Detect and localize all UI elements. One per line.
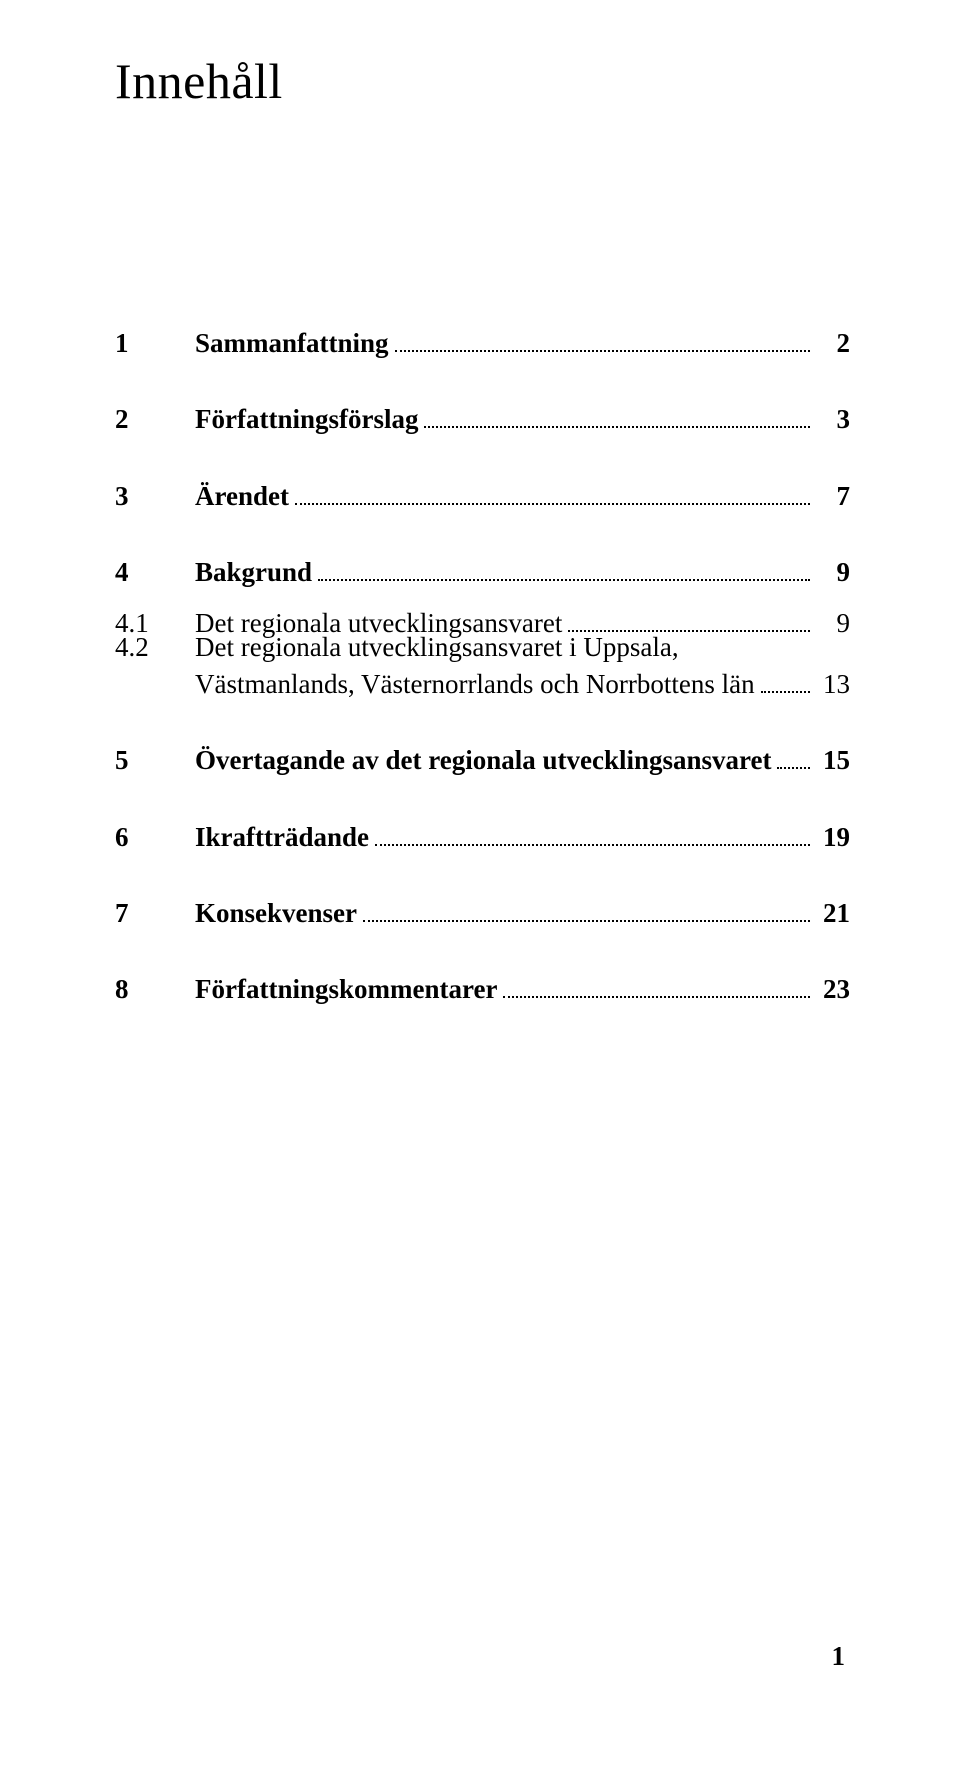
toc-label-wrap: Övertagande av det regionala utvecklings…	[195, 742, 816, 778]
toc-label: Sammanfattning	[195, 325, 389, 361]
toc-label-wrap: Bakgrund	[195, 554, 816, 590]
toc-leader	[777, 745, 810, 769]
toc-leader	[295, 481, 810, 505]
toc-label-line2: Västmanlands, Västernorrlands och Norrbo…	[195, 666, 755, 702]
toc-label-wrap: Ärendet	[195, 478, 816, 514]
toc-page: 2	[816, 325, 850, 361]
toc-leader	[503, 975, 810, 999]
toc-page: 7	[816, 478, 850, 514]
toc-leader	[424, 405, 810, 429]
toc-number: 5	[115, 742, 195, 778]
toc-leader	[375, 822, 810, 846]
toc-label: Bakgrund	[195, 554, 312, 590]
toc-page: 23	[816, 971, 850, 1007]
toc-subentry: 4.2 Det regionala utvecklingsansvaret i …	[115, 629, 850, 702]
toc-label-wrap: Det regionala utvecklingsansvaret i Upps…	[195, 629, 850, 702]
toc-number: 1	[115, 325, 195, 361]
toc-number: 6	[115, 819, 195, 855]
toc-entry: 7 Konsekvenser 21	[115, 895, 850, 931]
toc-page: 3	[816, 401, 850, 437]
toc-number: 4.2	[115, 629, 195, 665]
toc-number: 8	[115, 971, 195, 1007]
toc-label-wrap: Författningsförslag	[195, 401, 816, 437]
toc-number: 3	[115, 478, 195, 514]
toc-page: 9	[816, 554, 850, 590]
toc-label: Ärendet	[195, 478, 289, 514]
toc-label-wrap: Ikraftträdande	[195, 819, 816, 855]
page-number: 1	[832, 1641, 846, 1672]
toc-leader	[395, 328, 810, 352]
toc-leader	[761, 669, 810, 693]
toc-page: 15	[816, 742, 850, 778]
toc-label-wrap: Sammanfattning	[195, 325, 816, 361]
toc-entry: 5 Övertagande av det regionala utvecklin…	[115, 742, 850, 778]
toc-label-line1: Det regionala utvecklingsansvaret i Upps…	[195, 629, 850, 665]
page-title: Innehåll	[115, 52, 850, 110]
page: Innehåll 1 Sammanfattning 2 2 Författnin…	[0, 0, 960, 1767]
toc-page: 13	[816, 666, 850, 702]
toc-page: 19	[816, 819, 850, 855]
toc-entry: 8 Författningskommentarer 23	[115, 971, 850, 1007]
toc-leader	[318, 558, 810, 582]
toc-entry: 3 Ärendet 7	[115, 478, 850, 514]
toc-entry: 2 Författningsförslag 3	[115, 401, 850, 437]
toc-number: 7	[115, 895, 195, 931]
toc-entry: 1 Sammanfattning 2	[115, 325, 850, 361]
toc-label-wrap: Författningskommentarer	[195, 971, 816, 1007]
toc-number: 4	[115, 554, 195, 590]
toc-label-line2-wrap: Västmanlands, Västernorrlands och Norrbo…	[195, 666, 850, 702]
toc-label-wrap: Konsekvenser	[195, 895, 816, 931]
toc-entry: 4 Bakgrund 9	[115, 554, 850, 590]
toc-label: Övertagande av det regionala utvecklings…	[195, 742, 771, 778]
toc-label: Ikraftträdande	[195, 819, 369, 855]
content-area: Innehåll 1 Sammanfattning 2 2 Författnin…	[115, 52, 850, 1048]
toc-entry: 6 Ikraftträdande 19	[115, 819, 850, 855]
toc-label: Konsekvenser	[195, 895, 357, 931]
toc-page: 21	[816, 895, 850, 931]
toc-number: 2	[115, 401, 195, 437]
toc-leader	[363, 898, 810, 922]
toc-label: Författningskommentarer	[195, 971, 497, 1007]
toc-label: Författningsförslag	[195, 401, 418, 437]
